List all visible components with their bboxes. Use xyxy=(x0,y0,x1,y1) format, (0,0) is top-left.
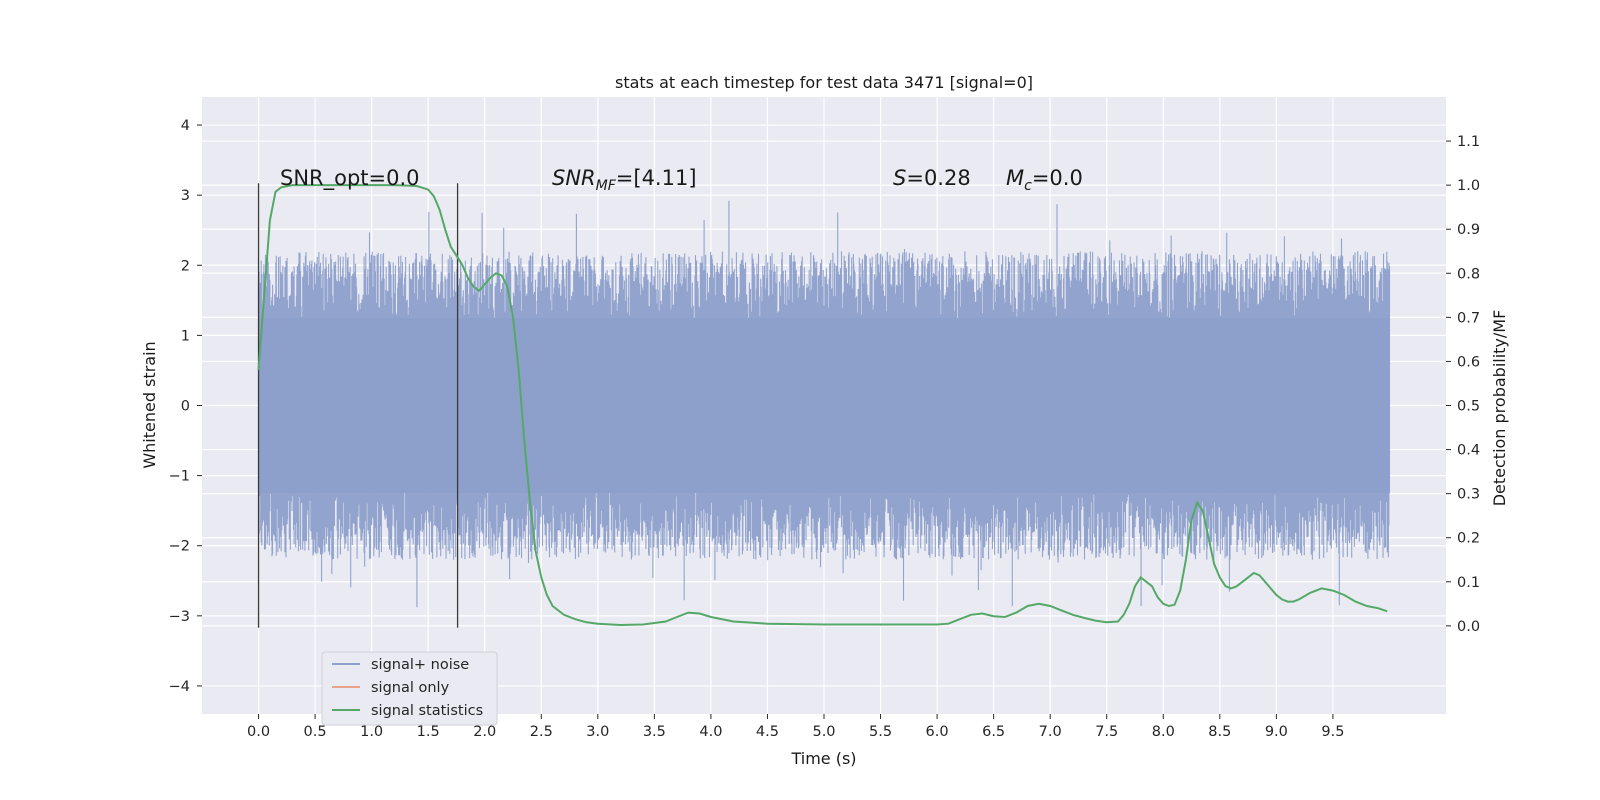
annotation-snr-mf: SNRMF=[4.11] xyxy=(552,166,697,194)
x-tick-label: 7.5 xyxy=(1095,724,1118,740)
chart-title: stats at each timestep for test data 347… xyxy=(615,73,1033,92)
x-axis-label: Time (s) xyxy=(790,749,856,768)
y-axis-ticks: 4 3 2 1 0 −1 −2 −3 −4 xyxy=(169,118,202,695)
y-tick-label: 2 xyxy=(181,258,190,274)
y2-tick-label: 1.0 xyxy=(1457,178,1480,194)
legend-label-signal-only: signal only xyxy=(371,680,450,696)
legend-label-signal-noise: signal+ noise xyxy=(371,657,469,673)
annotation-snr-opt: SNR_opt=0.0 xyxy=(280,166,420,191)
y-tick-label: 4 xyxy=(181,118,190,134)
x-tick-label: 9.5 xyxy=(1321,724,1344,740)
x-tick-label: 5.0 xyxy=(812,724,835,740)
y-tick-label: −3 xyxy=(169,609,190,625)
annotation-mc-value: =0.0 xyxy=(1032,166,1083,190)
y-tick-label: −1 xyxy=(169,469,190,485)
noise-band-signal-noise xyxy=(258,317,1390,494)
x-tick-label: 8.5 xyxy=(1208,724,1231,740)
y2-tick-label: 0.2 xyxy=(1457,531,1480,547)
x-tick-label: 6.0 xyxy=(926,724,949,740)
y-tick-label: −4 xyxy=(169,679,190,695)
y2-tick-label: 0.6 xyxy=(1457,354,1480,370)
annotation-snr-mf-subscript: MF xyxy=(596,178,617,194)
annotation-s: S=0.28 xyxy=(893,166,971,190)
y2-tick-label: 1.1 xyxy=(1457,134,1480,150)
y-tick-label: −2 xyxy=(169,539,190,555)
x-tick-label: 4.5 xyxy=(756,724,779,740)
x-tick-label: 0.0 xyxy=(247,724,270,740)
x-tick-label: 3.0 xyxy=(586,724,609,740)
x-tick-label: 5.5 xyxy=(869,724,892,740)
y2-tick-label: 0.0 xyxy=(1457,619,1480,635)
y2-axis-ticks: 1.1 1.0 0.9 0.8 0.7 0.6 0.5 0.4 0.3 0.2 0.1 0.0 xyxy=(1446,134,1480,635)
legend: signal+ noise signal only signal statist… xyxy=(321,651,498,726)
x-axis-ticks: 0.0 0.5 1.0 1.5 2.0 2.5 3.0 3.5 4.0 4.5 5.0 5.5 6.0 6… xyxy=(247,714,1344,740)
y-tick-label: 0 xyxy=(181,399,190,415)
series-line-signal-statistics xyxy=(257,184,1388,627)
y2-tick-label: 0.3 xyxy=(1457,487,1480,503)
y2-tick-label: 0.1 xyxy=(1457,575,1480,591)
annotation-snr-mf-symbol: SNR xyxy=(552,166,596,190)
x-tick-label: 2.5 xyxy=(530,724,553,740)
annotation-mc-subscript: c xyxy=(1024,178,1032,194)
annotation-mc-symbol: M xyxy=(1006,166,1024,190)
y-axis-label: Whitened strain xyxy=(140,341,159,468)
x-tick-label: 3.5 xyxy=(643,724,666,740)
annotation-s-value: =0.28 xyxy=(906,166,970,190)
annotation-mc: Mc=0.0 xyxy=(1006,166,1083,194)
y2-tick-label: 0.7 xyxy=(1457,310,1480,326)
x-tick-label: 9.0 xyxy=(1265,724,1288,740)
legend-label-signal-statistics: signal statistics xyxy=(371,703,483,719)
y-tick-label: 1 xyxy=(181,328,190,344)
y2-tick-label: 0.8 xyxy=(1457,266,1480,282)
y2-tick-label: 0.4 xyxy=(1457,443,1480,459)
y2-tick-label: 0.5 xyxy=(1457,399,1480,415)
annotation-s-symbol: S xyxy=(893,166,906,190)
x-tick-label: 0.5 xyxy=(304,724,327,740)
annotation-snr-mf-value: =[4.11] xyxy=(616,166,697,190)
y2-tick-label: 0.9 xyxy=(1457,222,1480,238)
x-tick-label: 8.0 xyxy=(1152,724,1175,740)
x-tick-label: 4.0 xyxy=(699,724,722,740)
legend-box xyxy=(321,651,498,726)
x-tick-label: 7.0 xyxy=(1039,724,1062,740)
x-tick-label: 1.0 xyxy=(360,724,383,740)
x-tick-label: 1.5 xyxy=(417,724,440,740)
x-tick-label: 2.0 xyxy=(473,724,496,740)
x-tick-label: 6.5 xyxy=(982,724,1005,740)
noise-series-signal-noise xyxy=(257,200,1391,608)
y-tick-label: 3 xyxy=(181,188,190,204)
y2-axis-label: Detection probability/MF xyxy=(1490,310,1509,507)
